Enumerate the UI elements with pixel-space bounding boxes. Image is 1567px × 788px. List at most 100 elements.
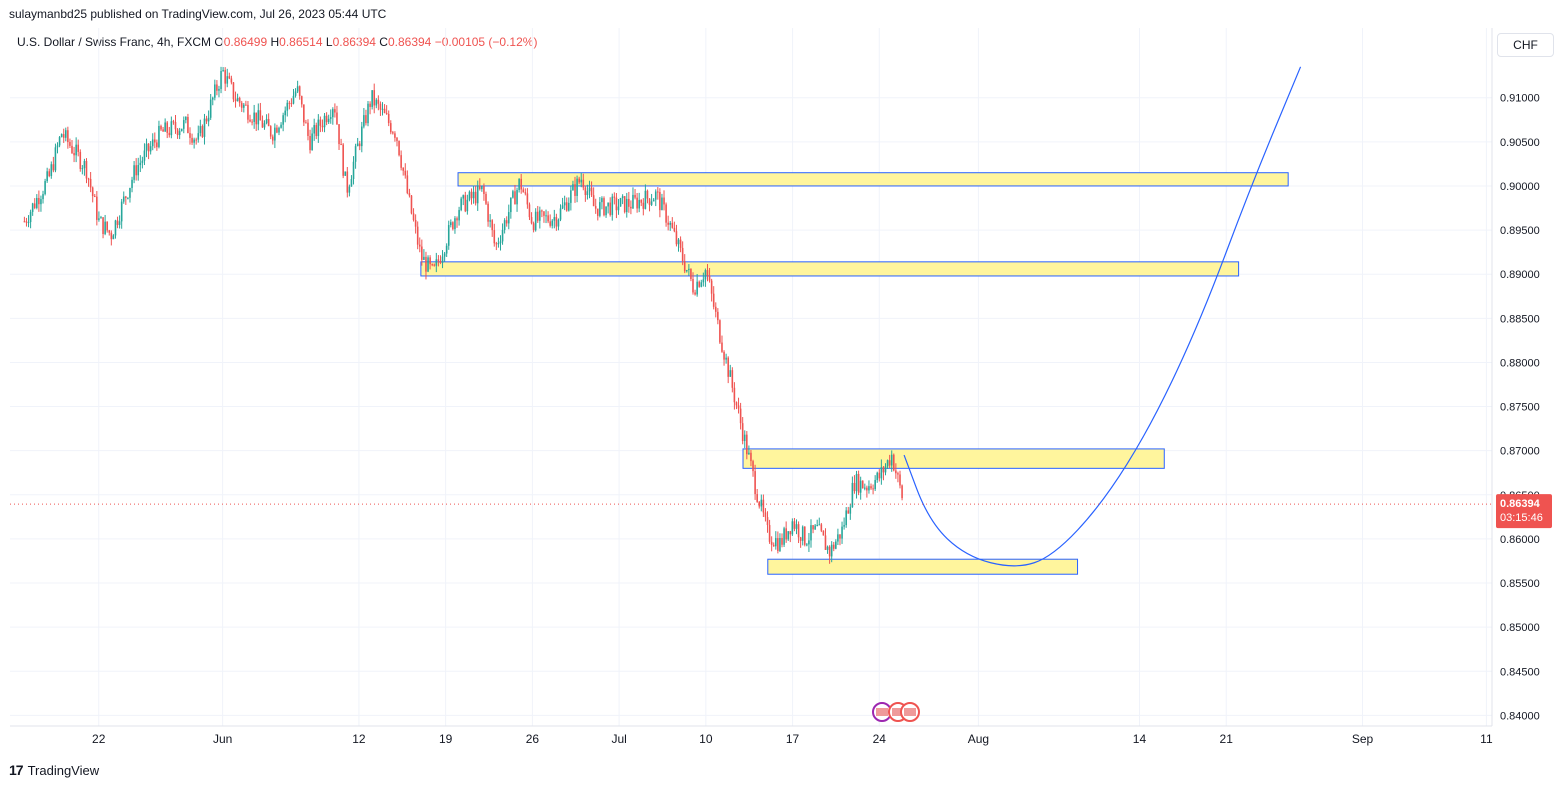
candle-body (102, 217, 104, 234)
price-countdown: 03:15:46 (1500, 512, 1543, 524)
candle-body (437, 259, 440, 262)
candle-body (315, 125, 318, 137)
candle-body (375, 99, 378, 106)
candle-body (772, 544, 775, 547)
candle-body (414, 220, 417, 227)
candle-body (712, 293, 715, 307)
candle-body (841, 526, 843, 539)
candle-body (516, 189, 518, 205)
candle-body (381, 108, 384, 110)
candle-body (251, 121, 253, 123)
candle-body (62, 134, 65, 138)
candle-body (365, 115, 367, 124)
candle-body (522, 189, 525, 193)
candle-body (91, 187, 94, 197)
candle-body (539, 210, 541, 221)
candle-body (404, 170, 407, 176)
candle-body (572, 184, 574, 191)
candle-body (565, 202, 568, 211)
time-tick-label: 12 (352, 732, 366, 746)
candle-body (685, 269, 688, 272)
candle-body (284, 110, 287, 116)
candle-body (534, 211, 537, 231)
candle-body (278, 127, 280, 133)
candle-body (812, 525, 814, 530)
candle-body (667, 222, 669, 225)
candle-body (762, 499, 765, 513)
currency-button[interactable]: CHF (1497, 33, 1554, 57)
candle-body (621, 196, 624, 199)
candle-body (257, 110, 260, 125)
zone-rectangle-4[interactable] (767, 558, 1079, 575)
candle-body (137, 164, 140, 176)
price-tick-label: 0.91000 (1500, 93, 1540, 105)
candle-body (309, 135, 311, 151)
candle-body (549, 221, 551, 226)
candle-body (669, 222, 672, 225)
candle-body (363, 115, 365, 127)
candle-body (750, 452, 752, 462)
candle-body (319, 119, 322, 126)
candle-body (623, 196, 626, 213)
candle-body (545, 215, 547, 217)
candle-body (454, 218, 456, 230)
candle-body (327, 118, 330, 123)
candle-body (495, 243, 498, 245)
candle-body (178, 131, 181, 136)
candle-body (305, 122, 307, 124)
candle-body (342, 144, 344, 176)
candle-body (563, 202, 566, 206)
candle-body (176, 129, 179, 136)
candle-body (321, 125, 324, 128)
candle-body (820, 524, 823, 531)
candle-body (806, 544, 808, 546)
projection-curve[interactable] (903, 66, 1302, 567)
candle-body (443, 253, 446, 257)
candle-body (441, 256, 444, 263)
candle-body (723, 351, 725, 360)
candle-body (864, 487, 866, 489)
candle-body (770, 541, 773, 545)
zone-rectangle-2[interactable] (420, 261, 1240, 277)
current-price-label-bg (1496, 494, 1552, 529)
candle-body (466, 199, 469, 212)
zone-rectangle-3[interactable] (742, 448, 1165, 469)
price-tick-label: 0.88500 (1500, 313, 1540, 325)
candle-body (768, 525, 771, 542)
publisher-header: sulaymanbd25 published on TradingView.co… (9, 7, 387, 21)
candle-body (553, 217, 556, 221)
time-tick-label: 10 (699, 732, 713, 746)
candle-body (501, 229, 504, 242)
candle-body (38, 197, 40, 205)
candle-body (348, 186, 351, 193)
candle-body (661, 197, 663, 211)
candle-body (195, 139, 197, 141)
candle-body (104, 221, 106, 234)
candle-body (543, 211, 545, 216)
candle-body (731, 370, 734, 388)
candle-body (748, 452, 750, 455)
candle-body (255, 112, 258, 125)
candle-body (46, 171, 48, 182)
candle-body (822, 530, 825, 536)
candle-body (557, 219, 560, 227)
symbol-name[interactable]: U.S. Dollar / Swiss Franc, 4h, FXCM (17, 35, 212, 49)
candle-body (25, 221, 28, 223)
candle-body (582, 179, 585, 188)
candle-body (462, 195, 465, 199)
candle-body (83, 160, 86, 169)
candle-body (592, 195, 595, 207)
candle-body (127, 197, 129, 199)
time-tick-label: Sep (1352, 732, 1374, 746)
candle-body (754, 471, 756, 495)
candle-body (224, 70, 226, 84)
candle-body (561, 205, 564, 209)
candle-body (50, 164, 53, 177)
candle-body (220, 71, 222, 89)
zone-rectangle-1[interactable] (457, 172, 1289, 187)
candle-body (373, 90, 376, 106)
candle-body (520, 178, 522, 190)
candle-body (135, 165, 137, 176)
candle-body (402, 167, 404, 171)
